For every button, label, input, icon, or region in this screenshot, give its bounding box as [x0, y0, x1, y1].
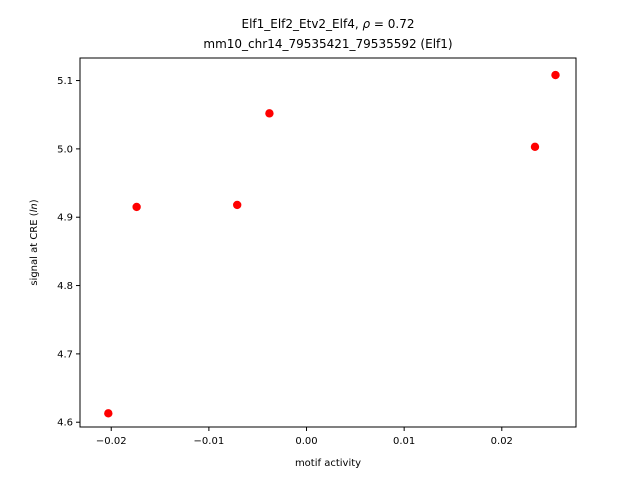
data-point	[530, 142, 540, 152]
chart-title-line1: Elf1_Elf2_Etv2_Elf4, ρ = 0.72	[241, 17, 414, 31]
data-point	[551, 70, 560, 80]
plot-frame	[79, 57, 577, 428]
y-axis-label: signal at CRE (ln)	[29, 199, 40, 285]
data-point	[265, 109, 274, 118]
x-axis-label: motif activity	[295, 458, 361, 469]
data-point	[104, 409, 113, 418]
data-point	[132, 202, 141, 212]
x-tick-label: −0.01	[194, 436, 225, 447]
data-point	[232, 200, 242, 210]
chart-title-line2: mm10_chr14_79535421_79535592 (Elf1)	[203, 37, 452, 51]
y-tick-label: 4.7	[57, 349, 73, 360]
y-tick-label: 5.0	[57, 144, 73, 155]
x-tick-label: −0.02	[96, 436, 127, 447]
x-axis-ticks: −0.02 −0.01 0.00 0.01 0.02	[96, 427, 513, 447]
y-tick-label: 4.8	[57, 281, 73, 292]
x-tick-label: 0.00	[295, 436, 317, 447]
y-axis-ticks: 4.6 4.7 4.8 4.9 5.0 5.1	[57, 76, 80, 429]
x-tick-label: 0.01	[393, 436, 415, 447]
data-points	[104, 70, 560, 418]
y-tick-label: 5.1	[57, 76, 73, 87]
y-tick-label: 4.9	[57, 213, 73, 224]
x-tick-label: 0.02	[491, 436, 513, 447]
y-tick-label: 4.6	[57, 418, 73, 429]
